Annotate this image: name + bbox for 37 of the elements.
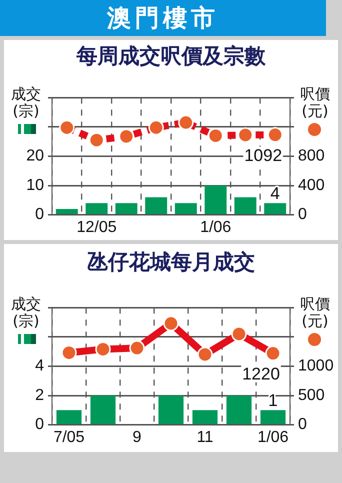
y-tick-label: 4 bbox=[35, 358, 44, 375]
y2-axis-title: 呎價 (元) bbox=[299, 85, 331, 120]
bar bbox=[56, 208, 78, 214]
y2-tick-label: 0 bbox=[298, 206, 307, 224]
chart-title: 澳門樓市 bbox=[0, 0, 326, 36]
bar bbox=[145, 197, 168, 214]
y2-tick-label: 500 bbox=[298, 386, 325, 404]
x-tick-label: 7/05 bbox=[53, 428, 85, 446]
x-tick-label: 1/06 bbox=[257, 428, 289, 446]
y2-tick-label: 400 bbox=[298, 176, 325, 194]
y-axis-title: 成交 (宗) bbox=[10, 85, 42, 120]
data-label: 1 bbox=[268, 391, 278, 410]
y-tick-label: 0 bbox=[35, 206, 44, 224]
y-tick-label: 2 bbox=[35, 386, 44, 404]
bar bbox=[264, 203, 286, 214]
x-tick-label: 11 bbox=[196, 428, 214, 446]
y-tick-label: 20 bbox=[26, 148, 44, 165]
bar bbox=[86, 203, 108, 214]
y2-tick-label: 0 bbox=[298, 416, 307, 434]
chart-title: 氹仔花城每月成交 bbox=[86, 249, 256, 276]
y2-tick-label: 1000 bbox=[298, 358, 334, 375]
y-tick-label: 10 bbox=[26, 176, 44, 194]
y-axis-title: 成交 (宗) bbox=[10, 295, 42, 330]
bar bbox=[234, 197, 256, 214]
bar bbox=[204, 186, 227, 214]
data-label: 1092 bbox=[244, 146, 282, 165]
x-tick-label: 9 bbox=[132, 428, 142, 446]
data-label: 4 bbox=[270, 184, 280, 204]
y2-axis-title: 呎價 (元) bbox=[299, 295, 331, 330]
data-label: 1220 bbox=[242, 364, 280, 384]
y2-tick-label: 800 bbox=[298, 148, 325, 165]
x-tick-label: 1/06 bbox=[200, 218, 232, 236]
bar bbox=[174, 203, 197, 214]
chart-subtitle: 每周成交呎價及宗數 bbox=[76, 43, 266, 70]
x-tick-label: 12/05 bbox=[76, 218, 117, 236]
bar bbox=[115, 203, 138, 214]
y-tick-label: 0 bbox=[35, 416, 44, 434]
